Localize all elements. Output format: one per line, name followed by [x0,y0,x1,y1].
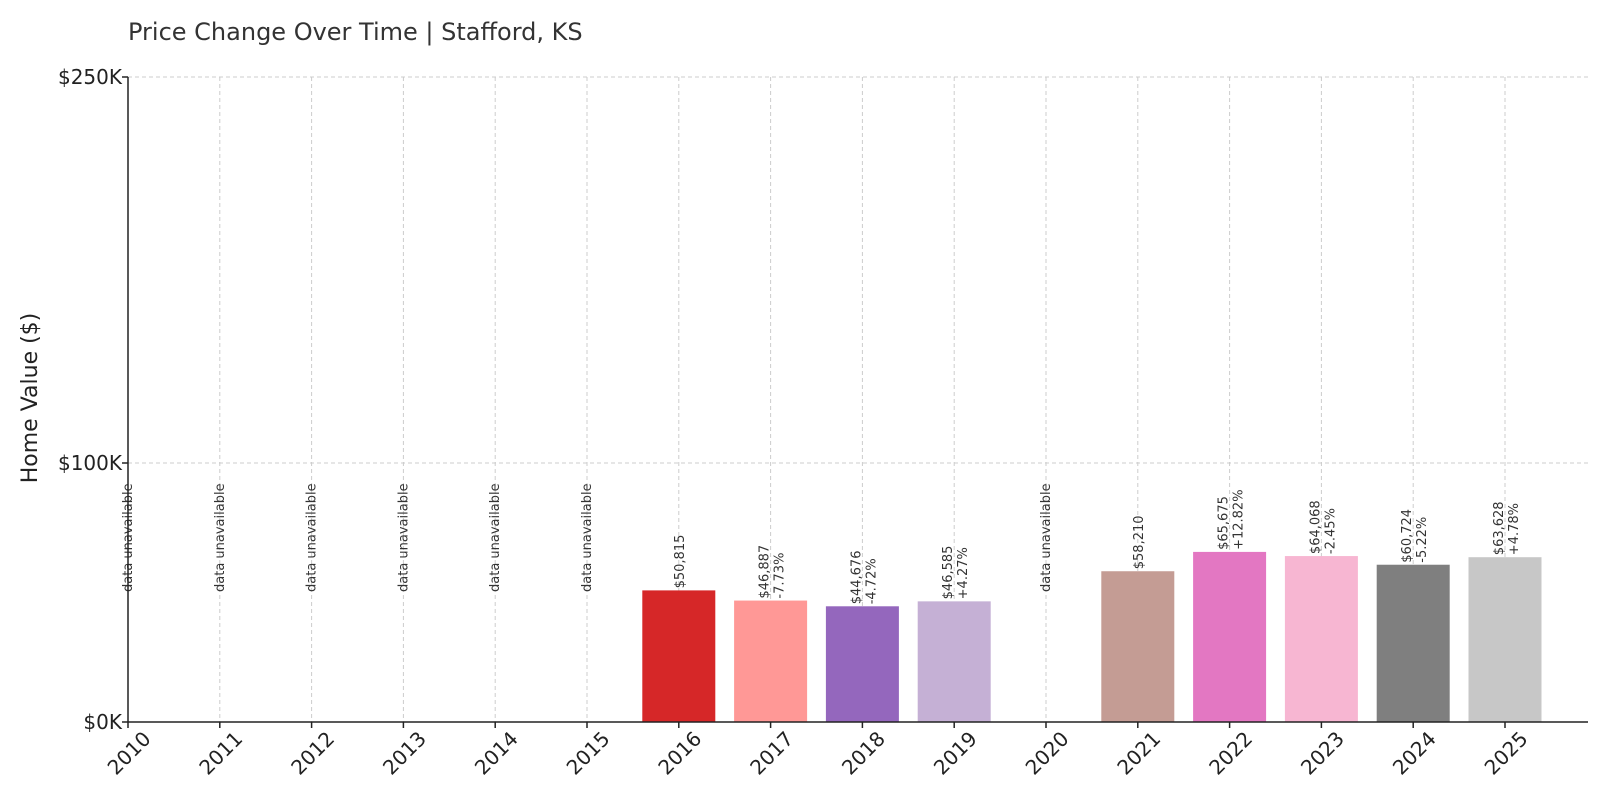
x-tick-label: 2012 [286,727,339,780]
bar [1468,557,1542,722]
x-tick-label: 2020 [1021,727,1074,780]
change-label: +4.27% [956,547,971,599]
value-label: $58,210 [1132,515,1147,569]
data-labels: data unavailable data unavailable data una… [121,483,1522,604]
bar [1284,556,1358,722]
x-tick-label: 2021 [1112,727,1165,780]
bar [825,606,899,722]
y-tick-label: $250K [58,65,123,89]
x-tick-label: 2024 [1388,727,1441,780]
value-label: $50,815 [673,535,688,589]
x-tick-label: 2017 [745,727,798,780]
change-label: -7.73% [773,553,788,599]
bar [1376,564,1450,722]
x-tick-label: 2025 [1480,727,1533,780]
x-tick-label: 2018 [837,727,890,780]
x-tick-label: 2011 [194,727,247,780]
unavailable-label: data unavailable [213,483,228,592]
bar [1193,551,1267,722]
bar [917,601,991,722]
change-label: +12.82% [1232,489,1247,549]
axes [122,76,1588,728]
change-label: -4.72% [864,558,879,604]
unavailable-label: data unavailable [305,483,320,592]
unavailable-label: data unavailable [396,483,411,592]
y-tick-label: $100K [58,451,123,475]
change-label: -2.45% [1323,508,1338,554]
x-tick-label: 2015 [562,727,615,780]
value-label: $65,675 [1217,496,1232,550]
chart-title: Price Change Over Time | Stafford, KS [128,18,583,46]
change-label: +4.78% [1507,503,1522,555]
x-tick-label: 2010 [103,727,156,780]
x-tick-label: 2014 [470,727,523,780]
value-label: $46,887 [758,545,773,599]
value-label: $64,068 [1308,500,1323,554]
bars [642,551,1542,722]
y-tick-label: $0K [83,710,122,734]
value-label: $44,676 [849,551,864,605]
y-axis-label: Home Value ($) [18,313,43,484]
value-label: $46,585 [941,546,956,600]
x-tick-label: 2022 [1204,727,1257,780]
value-label: $63,628 [1492,501,1507,555]
value-label: $60,724 [1400,509,1415,563]
bar [734,600,808,722]
bar [642,590,716,722]
x-tick-label: 2023 [1296,727,1349,780]
unavailable-label: data unavailable [1039,483,1054,592]
x-tick-label: 2019 [929,727,982,780]
unavailable-label: data unavailable [488,483,503,592]
x-tick-label: 2013 [378,727,431,780]
grid-lines [127,76,1588,722]
unavailable-label: data unavailable [580,483,595,592]
bar [1101,571,1175,722]
x-tick-label: 2016 [653,727,706,780]
change-label: -5.22% [1415,517,1430,563]
